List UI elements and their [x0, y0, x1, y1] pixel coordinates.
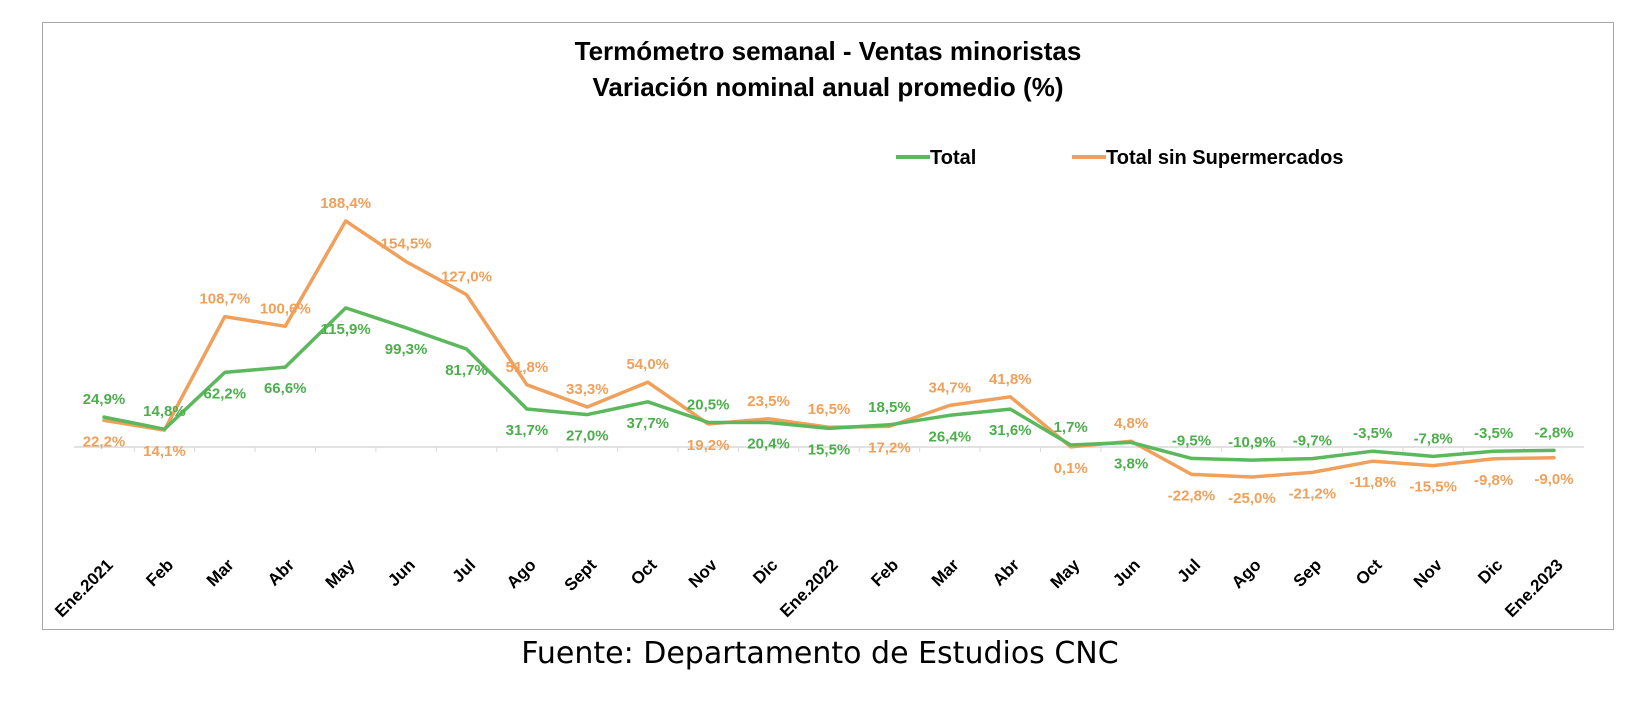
data-label-total: 15,5%: [808, 441, 851, 458]
x-tick-label: Ago: [1228, 555, 1265, 592]
chart-frame: [42, 22, 1614, 630]
data-label-total: 81,7%: [445, 362, 488, 379]
x-tick-label: Abr: [264, 555, 298, 589]
data-label-sin-supermercados: 41,8%: [989, 371, 1032, 388]
data-label-sin-supermercados: 188,4%: [320, 195, 371, 212]
chart-title-line-1: Termómetro semanal - Ventas minoristas: [575, 36, 1082, 66]
data-label-total: 20,4%: [747, 436, 790, 453]
chart-title-line-2: Variación nominal anual promedio (%): [593, 72, 1064, 102]
data-label-total: 24,9%: [83, 391, 126, 408]
x-tick-label: Oct: [627, 555, 661, 589]
data-label-total: -10,9%: [1228, 434, 1276, 451]
series-line-sin-supermercados: [102, 219, 1556, 479]
x-tick-label: Mar: [928, 555, 963, 590]
data-label-total: 18,5%: [868, 399, 911, 416]
x-tick-label: May: [1047, 555, 1084, 592]
data-label-total: -7,8%: [1414, 430, 1453, 447]
x-axis: [74, 446, 1584, 452]
data-label-total: 26,4%: [929, 428, 972, 445]
legend: Total Total sin Supermercados: [896, 147, 1343, 169]
legend-label-total: Total: [930, 147, 976, 169]
data-label-sin-supermercados: 0,1%: [1054, 460, 1088, 477]
data-label-total: -3,5%: [1474, 425, 1513, 442]
data-label-sin-supermercados: 108,7%: [199, 291, 250, 308]
x-tick-label: Sep: [1290, 555, 1325, 590]
data-label-total: 31,7%: [506, 422, 549, 439]
x-tick-label: Feb: [867, 555, 902, 590]
data-label-total: 14,8%: [143, 403, 186, 420]
legend-label-sin-supermercados: Total sin Supermercados: [1106, 147, 1343, 169]
data-label-sin-supermercados: 154,5%: [381, 236, 432, 253]
series-lines: [102, 219, 1556, 479]
x-tick-label: Jun: [1109, 555, 1144, 590]
data-label-sin-supermercados: -9,8%: [1474, 472, 1513, 489]
x-tick-labels: Ene.2021 Feb Mar Abr May Jun Jul Ago Sept Oct Nov D…: [51, 555, 1567, 621]
data-label-sin-supermercados: 4,8%: [1114, 415, 1148, 432]
data-label-total: 115,9%: [321, 321, 371, 338]
data-label-total: 31,6%: [989, 422, 1032, 439]
x-tick-label: Nov: [685, 555, 722, 592]
x-tick-label: Nov: [1410, 555, 1447, 592]
data-label-total: 20,5%: [687, 396, 730, 413]
x-tick-label: Ene.2022: [776, 555, 842, 621]
data-label-sin-supermercados: 127,0%: [441, 269, 492, 286]
x-tick-label: Jul: [1174, 555, 1205, 586]
data-label-sin-supermercados: 14,1%: [143, 443, 186, 460]
data-label-sin-supermercados: -15,5%: [1409, 479, 1457, 496]
data-label-total: -2,8%: [1534, 424, 1573, 441]
data-label-total: 66,6%: [264, 380, 307, 397]
x-tick-label: Ene.2021: [51, 555, 117, 621]
data-label-sin-supermercados: 17,2%: [868, 439, 911, 456]
x-tick-label: Ene.2023: [1501, 555, 1567, 621]
data-labels: 24,9% 22,2% 14,8% 14,1% 62,2% 108,7% 66,6% 100,…: [83, 195, 1574, 507]
data-label-total: 62,2%: [204, 385, 247, 402]
data-label-total: 27,0%: [566, 428, 609, 445]
x-tick-label: Oct: [1352, 555, 1386, 589]
data-label-sin-supermercados: -22,8%: [1168, 487, 1216, 504]
x-tick-label: Sept: [561, 555, 601, 595]
x-tick-label: Jun: [384, 555, 419, 590]
data-label-total: 37,7%: [626, 415, 669, 432]
series-line-total: [102, 306, 1556, 462]
data-label-sin-supermercados: -21,2%: [1289, 485, 1337, 502]
data-label-total: -9,5%: [1172, 432, 1211, 449]
data-label-total: -3,5%: [1353, 425, 1392, 442]
data-label-sin-supermercados: 33,3%: [566, 381, 609, 398]
data-label-total: 99,3%: [385, 341, 428, 358]
x-tick-label: Abr: [989, 555, 1023, 589]
data-label-sin-supermercados: -11,8%: [1349, 474, 1396, 491]
data-label-sin-supermercados: 22,2%: [83, 433, 126, 450]
data-label-sin-supermercados: -25,0%: [1228, 490, 1276, 507]
data-label-sin-supermercados: 16,5%: [808, 401, 851, 418]
data-label-sin-supermercados: 51,8%: [506, 359, 549, 376]
x-tick-label: Mar: [203, 555, 238, 590]
data-label-sin-supermercados: -9,0%: [1534, 471, 1573, 488]
data-label-total: 1,7%: [1054, 419, 1088, 436]
x-tick-label: Dic: [1474, 555, 1506, 587]
x-tick-label: Jul: [449, 555, 480, 586]
data-label-total: -9,7%: [1293, 433, 1332, 450]
x-tick-label: May: [322, 555, 359, 592]
data-label-sin-supermercados: 54,0%: [626, 356, 669, 373]
data-label-sin-supermercados: 100,6%: [260, 300, 311, 317]
x-tick-label: Feb: [142, 555, 177, 590]
data-label-sin-supermercados: 34,7%: [929, 379, 972, 396]
data-label-sin-supermercados: 19,2%: [687, 437, 730, 454]
x-tick-label: Ago: [503, 555, 540, 592]
data-label-sin-supermercados: 23,5%: [747, 393, 790, 410]
x-tick-label: Dic: [749, 555, 781, 587]
data-label-total: 3,8%: [1114, 455, 1148, 472]
source-note: Fuente: Departamento de Estudios CNC: [521, 636, 1119, 671]
